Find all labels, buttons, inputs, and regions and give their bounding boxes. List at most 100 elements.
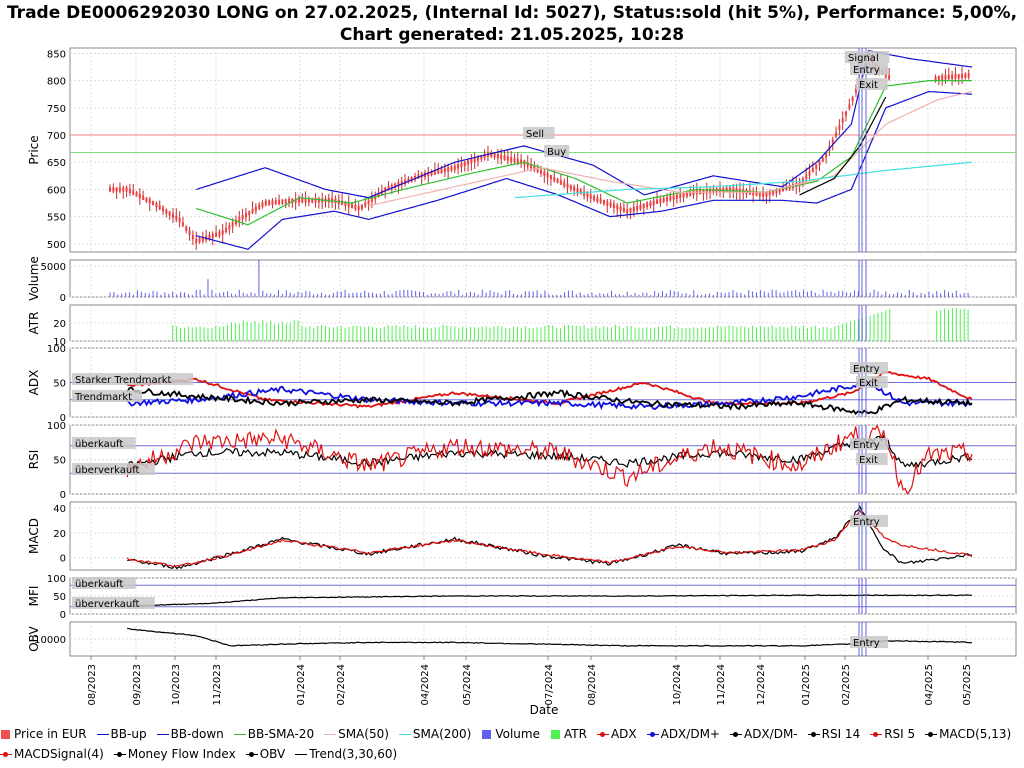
price-candle	[682, 192, 685, 198]
legend-label: ADX/DM-	[743, 727, 798, 741]
price-candle	[884, 73, 887, 78]
price-candle	[954, 74, 957, 79]
legend-label: ADX	[610, 727, 637, 741]
price-candle	[181, 222, 184, 227]
legend-swatch	[807, 730, 820, 740]
y-axis-label: ATR	[27, 312, 41, 335]
price-candle	[639, 204, 642, 210]
series-line	[126, 381, 973, 411]
price-candle	[307, 198, 310, 203]
price-candle	[450, 166, 453, 171]
price-candle	[626, 209, 629, 214]
price-candle	[815, 164, 818, 169]
price-candle	[148, 199, 151, 204]
price-candle	[662, 197, 665, 203]
annotation-label: Trendmarkt	[74, 392, 132, 403]
x-tick-label: 02/2024	[336, 664, 347, 706]
legend-item: ADX/DM+	[646, 724, 720, 744]
x-tick-label: 01/2024	[296, 664, 307, 706]
price-candle	[473, 157, 476, 163]
price-candle	[540, 169, 542, 174]
series-line	[515, 161, 973, 199]
annotation-bg	[72, 390, 142, 402]
legend-item: RSI 5	[870, 724, 915, 744]
price-candle	[483, 153, 486, 159]
legend-swatch	[481, 729, 493, 740]
y-tick-label: 0	[60, 413, 66, 424]
price-candle	[546, 173, 549, 178]
price-candle	[566, 183, 569, 188]
annotation-bg	[523, 127, 555, 139]
x-tick-label: 10/2024	[672, 664, 683, 706]
price-candle	[622, 207, 625, 213]
y-tick-label: 50	[53, 379, 66, 390]
annotation-bg	[856, 453, 888, 465]
y-tick-label: 800	[47, 77, 66, 88]
price-candle	[712, 188, 715, 193]
legend-swatch	[156, 730, 169, 740]
price-candle	[937, 75, 940, 80]
series-line	[196, 80, 972, 226]
price-candle	[758, 191, 761, 197]
y-axis-label: Price	[27, 135, 41, 164]
price-candle	[606, 201, 609, 206]
x-tick-label: 08/2023	[87, 664, 98, 706]
price-candle	[526, 162, 529, 167]
price-candle	[211, 233, 214, 239]
price-candle	[145, 197, 148, 202]
y-tick-label: 550	[47, 213, 66, 224]
y-tick-label: 50	[53, 592, 66, 603]
series-line	[127, 594, 972, 607]
legend-label: BB-SMA-20	[247, 727, 315, 741]
annotation-label: Entry	[853, 440, 880, 451]
price-candle	[467, 160, 470, 165]
y-tick-label: 0	[60, 490, 66, 501]
price-candle	[191, 234, 194, 240]
price-candle	[178, 218, 181, 223]
x-tick-label: 11/2024	[716, 664, 727, 706]
price-candle	[506, 156, 509, 161]
price-candle	[175, 215, 178, 220]
price-candle	[254, 206, 257, 212]
price-candle	[556, 178, 559, 184]
annotation-label: Exit	[859, 80, 878, 91]
price-candle	[831, 139, 834, 144]
price-candle	[652, 200, 655, 206]
price-candle	[135, 192, 138, 197]
y-axis-label: RSI	[27, 450, 41, 470]
price-candle	[616, 205, 619, 210]
legend-label: Money Flow Index	[127, 747, 236, 761]
legend-label: BB-up	[110, 727, 147, 741]
legend-swatch	[0, 729, 12, 740]
price-candle	[370, 197, 373, 202]
legend-label: MACDSignal(4)	[14, 747, 104, 761]
price-candle	[457, 164, 460, 169]
price-candle	[215, 232, 218, 238]
legend-item: BB-down	[156, 724, 224, 744]
price-candle	[185, 226, 188, 231]
price-candle	[516, 158, 519, 164]
price-candle	[112, 187, 115, 192]
annotation-bg	[72, 437, 136, 449]
annotation-label: Buy	[547, 147, 566, 158]
y-tick-label: 650	[47, 158, 66, 169]
legend-item: BB-up	[96, 724, 147, 744]
price-candle	[709, 188, 712, 194]
price-candle	[128, 188, 131, 194]
annotation-bg	[850, 63, 888, 75]
legend-label: ADX/DM+	[660, 727, 720, 741]
legend-item: Money Flow Index	[113, 744, 236, 764]
legend-swatch	[113, 750, 126, 760]
annotation-bg	[72, 577, 136, 589]
price-candle	[251, 208, 254, 214]
legend-swatch	[596, 730, 609, 740]
y-axis-label: Volume	[27, 256, 41, 301]
price-candle	[672, 195, 675, 200]
price-candle	[583, 191, 586, 196]
annotation-bg	[72, 373, 194, 385]
y-tick-label: 20	[53, 319, 66, 330]
annotation-bg	[856, 78, 888, 90]
series-line	[368, 90, 973, 207]
price-candle	[755, 191, 758, 196]
annotation-bg	[850, 515, 888, 527]
